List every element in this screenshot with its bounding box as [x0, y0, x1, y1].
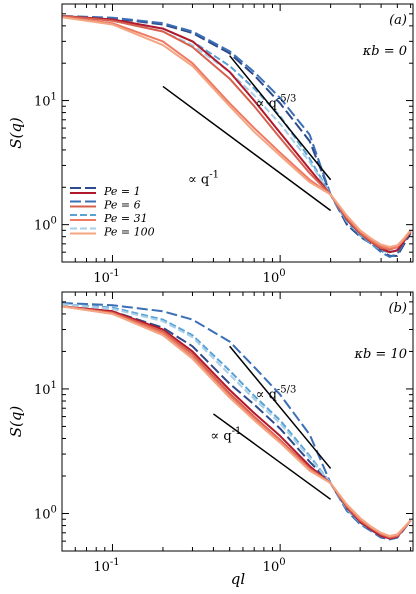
guide-layer-b: ∝ q-5/3 ∝ q-1	[210, 345, 332, 500]
y-tick-label: 101	[34, 380, 57, 398]
guide-line-1	[212, 413, 332, 500]
guide-label-0: ∝ q-5/3	[256, 94, 297, 112]
legend-label: Pe = 31	[103, 212, 148, 225]
y-axis-label-b: S(q)	[7, 406, 25, 438]
guide-label-1: ∝ q-1	[210, 426, 241, 444]
x-tick-label: 10-1	[93, 557, 119, 575]
series-line-b-3	[62, 303, 412, 538]
y-tick-label: 100	[34, 505, 57, 523]
panel-b: ∝ q-5/3 ∝ q-1 10-1 100 100 101 S(q) (b) κb =…	[7, 291, 414, 575]
y-tick-label: 101	[34, 92, 57, 110]
guide-line-0	[229, 345, 332, 469]
guide-line-0	[229, 55, 332, 181]
legend-label: Pe = 6	[103, 199, 141, 212]
series-line-a-7	[62, 16, 412, 248]
panel-label-b: (b)	[389, 301, 407, 316]
series-line-b-4	[62, 305, 412, 540]
series-line-b-2	[62, 303, 412, 540]
panel-label-a: (a)	[389, 13, 407, 28]
tick-layer-a: 10-1 100 100 101	[34, 3, 413, 286]
series-line-b-5	[62, 305, 412, 539]
x-tick-label: 100	[263, 268, 286, 286]
series-line-b-1	[62, 302, 412, 541]
guide-label-0: ∝ q-5/3	[256, 384, 297, 402]
series-line-b-0	[62, 305, 412, 539]
kappa-label-a: κb = 0	[362, 44, 407, 59]
guide-line-1	[162, 85, 332, 212]
y-tick-label: 100	[34, 216, 57, 234]
series-layer-a	[62, 15, 412, 258]
y-axis-label-a: S(q)	[7, 117, 25, 149]
tick-layer-b: 10-1 100 100 101	[34, 291, 413, 575]
kappa-label-b: κb = 10	[353, 347, 407, 362]
plot-frame-b	[61, 291, 414, 552]
x-tick-label: 10-1	[93, 268, 119, 286]
x-axis-label: ql	[231, 570, 246, 588]
panel-a: ∝ q-5/3 ∝ q-1 10-1 100 100 101 S(q) (a) κb =…	[7, 3, 414, 286]
series-line-b-7	[62, 305, 412, 537]
plot-frame-a	[61, 3, 414, 263]
series-line-b-6	[62, 305, 412, 538]
series-layer-b	[62, 302, 412, 541]
x-tick-label: 100	[263, 557, 286, 575]
legend-label: Pe = 100	[103, 226, 155, 239]
guide-layer-a: ∝ q-5/3 ∝ q-1	[162, 55, 332, 212]
guide-label-1: ∝ q-1	[188, 169, 219, 187]
legend-label: Pe = 1	[103, 185, 141, 198]
